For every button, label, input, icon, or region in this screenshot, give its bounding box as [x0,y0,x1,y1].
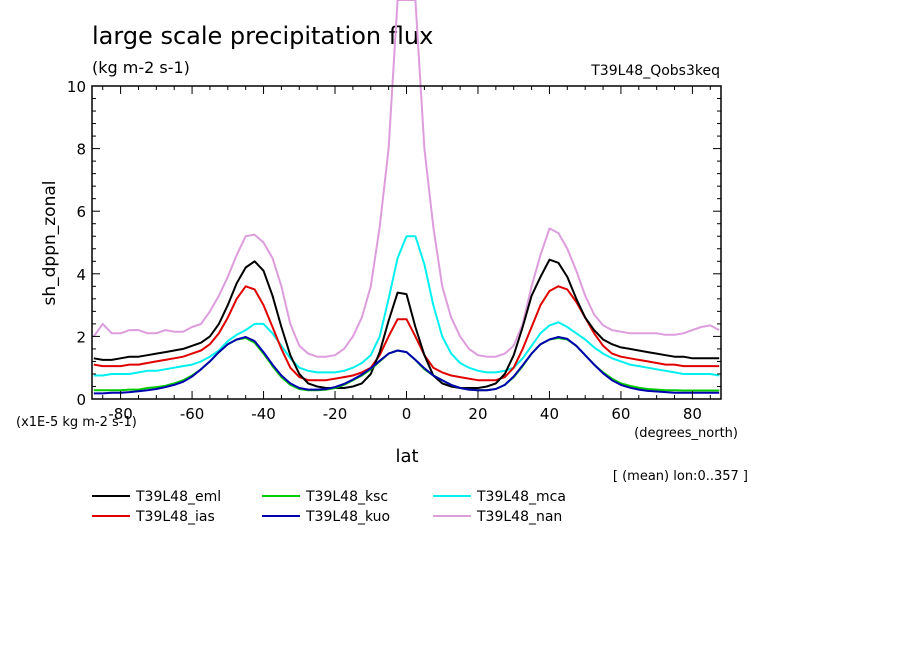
x-tick-label: 60 [611,405,630,423]
legend-item-t39l48-eml: T39L48_eml [92,489,221,505]
legend-label: T39L48_eml [135,489,221,505]
chart-title: large scale precipitation flux [92,22,434,50]
x-tick-label: -40 [251,405,276,423]
legend-label: T39L48_nan [476,509,562,525]
legend-item-t39l48-ias: T39L48_ias [92,509,215,525]
run-label: T39L48_Qobs3keq [591,63,720,79]
axis-ticks: -80 -60 -40 -20 0 20 40 60 80 0 2 4 6 8 10 [67,78,721,423]
y-tick-label: 2 [76,328,86,346]
x-units-note: (degrees_north) [634,426,738,441]
series-line-t39l48-mca [93,235,720,377]
chart-units: (kg m-2 s-1) [92,58,190,77]
x-tick-label: -20 [323,405,348,423]
y-tick-label: 8 [76,141,86,159]
legend-label: T39L48_ksc [305,489,388,505]
y-tick-label: 4 [76,266,86,284]
x-tick-label: -60 [180,405,205,423]
x-axis-label: lat [395,446,419,467]
x-tick-label: -80 [108,405,133,423]
series-line-t39l48-ias [93,285,720,382]
y-units-note: (x1E-5 kg m-2 s-1) [16,415,137,430]
y-tick-label: 6 [76,203,86,221]
series-line-t39l48-eml [93,258,720,389]
legend-item-t39l48-nan: T39L48_nan [433,509,562,525]
legend-label: T39L48_ias [135,509,215,525]
legend-label: T39L48_kuo [305,509,390,525]
legend: T39L48_eml T39L48_ksc T39L48_mca T39L48_ias… [92,489,566,525]
y-tick-label: 0 [76,391,86,409]
legend-label: T39L48_mca [476,489,566,505]
plot-lines [92,0,720,395]
y-tick-label: 10 [67,78,86,96]
legend-item-t39l48-mca: T39L48_mca [433,489,566,505]
mean-note: [ (mean) lon:0..357 ] [612,469,748,484]
series-line-t39l48-nan [92,0,720,358]
legend-item-t39l48-kuo: T39L48_kuo [262,509,390,525]
legend-item-t39l48-ksc: T39L48_ksc [262,489,388,505]
series-line-t39l48-ksc [93,337,720,392]
x-tick-label: 40 [540,405,559,423]
x-tick-label: 80 [683,405,702,423]
x-tick-label: 0 [402,405,412,423]
x-tick-label: 20 [468,405,487,423]
series-line-t39l48-kuo [93,336,720,395]
